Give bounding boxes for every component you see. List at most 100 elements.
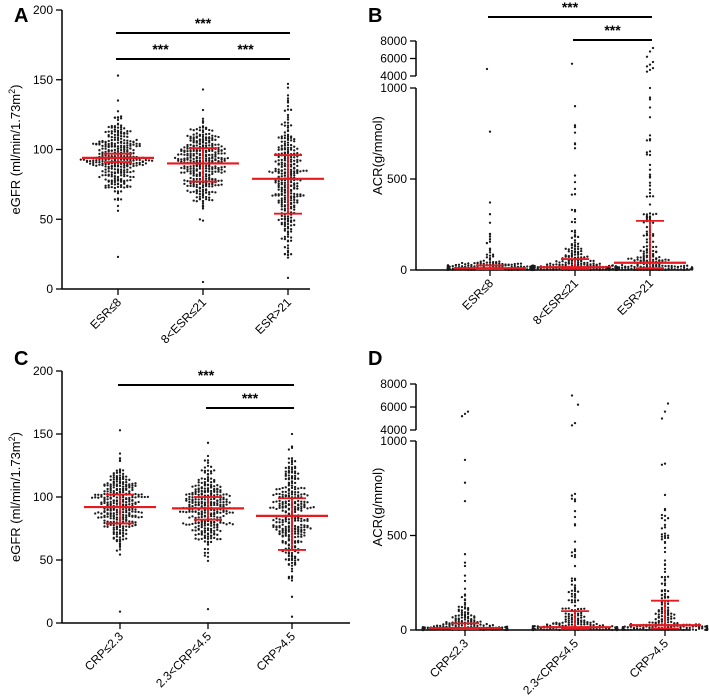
data-point (460, 415, 464, 418)
data-point (194, 529, 197, 532)
data-point (670, 615, 673, 618)
data-point (648, 628, 651, 631)
data-point (129, 170, 132, 174)
data-point (277, 163, 280, 166)
data-point (300, 533, 303, 536)
data-point (670, 264, 673, 268)
data-point (195, 196, 198, 199)
y-axis-tick-label: 50 (40, 212, 54, 226)
data-point (666, 402, 670, 405)
data-point (626, 626, 629, 629)
data-point (104, 145, 107, 148)
data-point (217, 179, 220, 183)
data-point (208, 137, 211, 140)
data-point (119, 168, 123, 171)
data-point (573, 548, 577, 551)
data-point (107, 154, 110, 158)
data-point (570, 554, 574, 558)
panel-letter: C (14, 348, 28, 370)
data-point (648, 150, 652, 153)
data-point (98, 143, 101, 146)
data-point (188, 500, 191, 504)
data-point (287, 478, 291, 481)
data-point (125, 498, 128, 501)
data-point (189, 137, 192, 140)
data-point (463, 618, 467, 621)
data-point (106, 520, 109, 523)
data-point (491, 255, 495, 258)
data-point (198, 182, 202, 186)
data-point (197, 532, 200, 536)
data-point (116, 179, 120, 182)
data-point (107, 130, 110, 133)
data-point (110, 180, 113, 184)
data-point (573, 251, 577, 254)
data-point (192, 154, 195, 157)
data-point (109, 475, 112, 478)
data-point (213, 536, 216, 540)
data-point (112, 473, 115, 477)
data-point (188, 503, 191, 506)
data-point (119, 117, 123, 120)
data-point (135, 138, 138, 142)
data-point (297, 494, 300, 497)
data-point (439, 624, 442, 627)
data-point (283, 222, 287, 226)
data-point (125, 514, 128, 517)
data-point (107, 139, 110, 143)
data-point (134, 508, 137, 511)
data-point (88, 159, 92, 163)
data-point (293, 532, 297, 535)
data-point (620, 268, 624, 271)
data-point (580, 623, 583, 626)
data-point (113, 198, 117, 201)
data-point (121, 475, 125, 478)
data-point (651, 265, 655, 268)
data-point (109, 488, 112, 492)
data-point (123, 182, 126, 185)
data-point (101, 147, 104, 150)
data-point (116, 171, 120, 174)
data-point (660, 608, 664, 611)
data-point (198, 165, 202, 169)
data-point (101, 162, 104, 165)
data-point (219, 511, 222, 514)
data-point (558, 268, 561, 271)
data-point (125, 511, 128, 514)
data-point (219, 521, 222, 524)
data-point (132, 159, 135, 162)
data-point (200, 481, 203, 485)
data-point (121, 535, 125, 538)
data-point (201, 207, 205, 210)
data-point (109, 497, 112, 500)
data-point (188, 492, 191, 496)
data-point (463, 553, 467, 556)
data-point (134, 484, 137, 487)
data-point (103, 515, 106, 519)
data-point (663, 514, 667, 518)
data-point (286, 215, 290, 218)
data-point (632, 628, 636, 631)
data-point (223, 170, 226, 173)
data-point (283, 224, 287, 228)
data-point (281, 509, 284, 512)
data-point (280, 208, 283, 211)
data-point (287, 495, 291, 498)
data-point (112, 495, 115, 498)
data-point (491, 260, 495, 264)
data-point (592, 259, 595, 263)
data-point (293, 163, 296, 166)
data-point (542, 268, 546, 271)
data-point (128, 514, 131, 518)
data-point (283, 142, 287, 145)
data-point (107, 186, 110, 189)
data-point (195, 200, 198, 203)
group-2 (621, 402, 709, 632)
data-point (213, 485, 216, 488)
data-point (277, 199, 280, 202)
data-point (303, 487, 306, 490)
data-point (118, 452, 122, 455)
data-point (570, 579, 574, 583)
data-point (570, 598, 574, 602)
data-point (97, 511, 100, 514)
